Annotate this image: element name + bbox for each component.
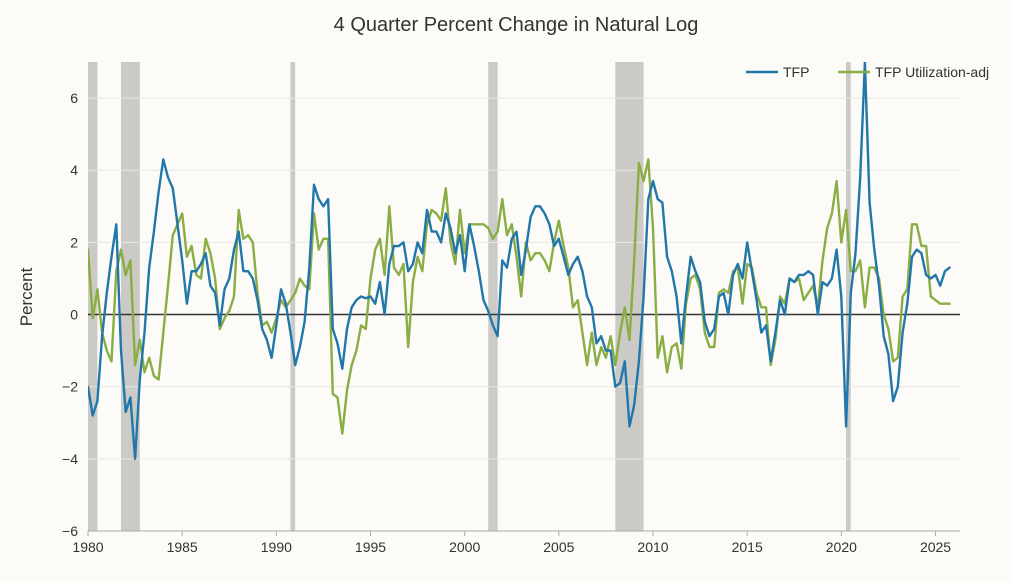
series-line-tfp-utilization-adj	[88, 158, 951, 435]
legend-label: TFP	[783, 64, 809, 80]
y-tick-label: 0	[70, 307, 78, 323]
x-tick-label: 2000	[449, 539, 480, 555]
recession-band-4	[615, 62, 644, 531]
series-line-tfp	[88, 62, 951, 460]
recession-band-1	[120, 62, 140, 531]
x-tick-label: 1985	[167, 539, 198, 555]
x-tick-label: 1990	[261, 539, 292, 555]
x-tick-label: 1980	[72, 539, 103, 555]
y-tick-label: 4	[70, 162, 78, 178]
recession-shading	[88, 62, 851, 531]
axes: −6 −4 −2 0 2 4 6 1980 1985 1990 1995 2000 2005 2010 20…	[62, 90, 960, 555]
x-tick-label: 2025	[920, 539, 951, 555]
recession-band-3	[488, 62, 498, 531]
y-tick-label: −6	[62, 523, 78, 539]
chart-title: 4 Quarter Percent Change in Natural Log	[334, 14, 699, 36]
y-tick-label: 6	[70, 90, 78, 106]
recession-band-5	[846, 62, 851, 531]
x-tick-label: 2015	[732, 539, 763, 555]
series-lines	[88, 62, 951, 460]
legend-label: TFP Utilization-adj	[875, 64, 989, 80]
recession-band-0	[88, 62, 98, 531]
y-tick-label: −4	[62, 451, 78, 467]
x-tick-label: 2010	[637, 539, 668, 555]
y-tick-label: −2	[62, 379, 78, 395]
x-tick-label: 2005	[543, 539, 574, 555]
legend: TFP TFP Utilization-adj	[746, 64, 989, 80]
y-axis-label: Percent	[17, 267, 36, 326]
y-tick-label: 2	[70, 234, 78, 250]
x-tick-label: 1995	[355, 539, 386, 555]
x-tick-label: 2020	[826, 539, 857, 555]
